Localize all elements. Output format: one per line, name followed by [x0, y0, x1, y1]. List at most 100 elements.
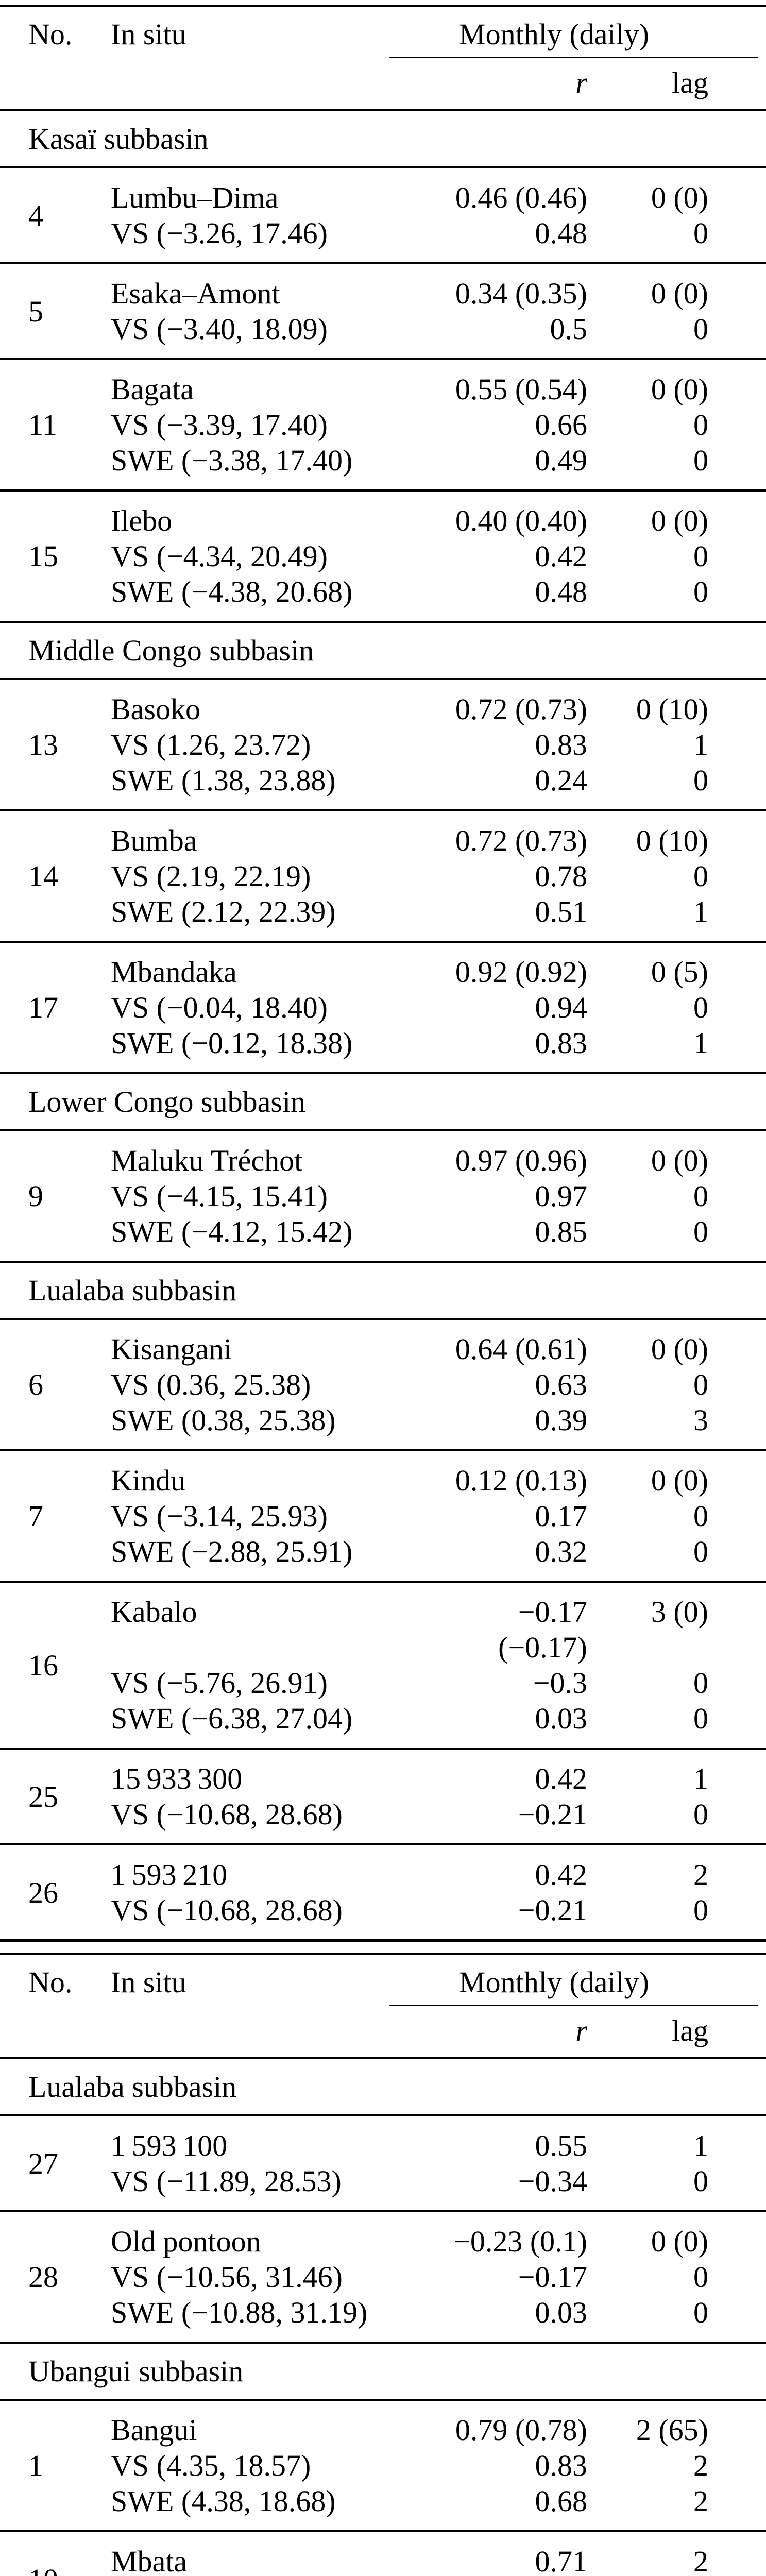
station-number: 28 — [28, 2260, 58, 2294]
lag-value: 0 — [693, 312, 708, 346]
station-label: VS (−5.76, 26.91) — [111, 1666, 328, 1700]
r-value: 0.34 (0.35) — [455, 277, 587, 310]
lag-value: 0 — [693, 444, 708, 477]
lag-value: 3 — [693, 1403, 708, 1437]
station-label: VS (−3.39, 17.40) — [111, 408, 328, 442]
station-lines: Maluku Tréchot 0.97 (0.96) 0 (0) VS (−4.15,… — [111, 1143, 708, 1249]
r-value: 0.39 — [535, 1403, 588, 1437]
station-lines: Kindu 0.12 (0.13) 0 (0) VS (−3.14, 25.93) 0.… — [111, 1463, 708, 1569]
lag-value: 0 — [693, 1702, 708, 1735]
lag-value: 3 (0) — [651, 1595, 708, 1629]
station-line: SWE (−10.88, 31.19) 0.03 0 — [111, 2295, 708, 2330]
table-header: No. In situ Monthly (daily) r lag — [0, 7, 766, 109]
r-value: 0.49 — [535, 444, 588, 477]
station-label: VS (−3.40, 18.09) — [111, 312, 328, 346]
row-divider — [0, 1449, 766, 1451]
station-line: SWE (1.38, 23.88) 0.24 0 — [111, 762, 708, 798]
table-body: Kasaï subbasin 4 Lumbu–Dima 0.46 (0.46) 0 (0… — [0, 111, 766, 1939]
lag-value: 0 — [693, 1798, 708, 1831]
subbasin-heading: Lualaba subbasin — [28, 2070, 237, 2104]
station-lines: 1 593 100 0.55 1 VS (−11.89, 28.53) −0.34 0 — [111, 2128, 708, 2199]
r-value: 0.42 — [535, 539, 588, 573]
station-number: 27 — [28, 2146, 58, 2180]
station-label: 1 593 210 — [111, 1858, 228, 1891]
station-label: Maluku Tréchot — [111, 1144, 303, 1177]
col-header-no: No. — [28, 1965, 73, 1999]
r-value: 0.71 — [535, 2545, 588, 2576]
lag-value: 0 (0) — [651, 1464, 708, 1497]
station-lines: 15 933 300 0.42 1 VS (−10.68, 28.68) −0.21 0 — [111, 1761, 708, 1832]
r-value: −0.34 — [518, 2164, 587, 2198]
row-divider — [0, 1748, 766, 1750]
station-number: 14 — [28, 859, 58, 893]
station-label: Bumba — [111, 824, 197, 857]
r-value: −0.17 — [518, 2260, 587, 2294]
station-line: Lumbu–Dima 0.46 (0.46) 0 (0) — [111, 180, 708, 215]
row-divider — [0, 1261, 766, 1263]
row-divider — [0, 358, 766, 360]
row-divider — [0, 941, 766, 943]
row-divider — [0, 2530, 766, 2532]
lag-value: 2 — [693, 1858, 708, 1891]
station-line: SWE (−4.38, 20.68) 0.48 0 — [111, 574, 708, 609]
col-header-insitu: In situ — [111, 1965, 186, 1999]
station-group: 26 1 593 210 0.42 2 VS (−10.68, 28.68) −0.21 0 — [0, 1845, 766, 1939]
station-line: Esaka–Amont 0.34 (0.35) 0 (0) — [111, 276, 708, 311]
r-value: 0.03 — [535, 1702, 588, 1735]
station-lines: Basoko 0.72 (0.73) 0 (10) VS (1.26, 23.72) 0… — [111, 691, 708, 798]
station-label: VS (−4.15, 15.41) — [111, 1179, 328, 1213]
lag-value: 0 — [693, 991, 708, 1024]
station-line: Old pontoon −0.23 (0.1) 0 (0) — [111, 2224, 708, 2259]
section-rule — [0, 678, 766, 680]
lag-value: 0 — [693, 1179, 708, 1213]
station-lines: Kisangani 0.64 (0.61) 0 (0) VS (0.36, 25.38… — [111, 1331, 708, 1438]
station-number: 9 — [28, 1179, 43, 1213]
station-lines: Old pontoon −0.23 (0.1) 0 (0) VS (−10.56, 3… — [111, 2224, 708, 2330]
station-line: SWE (−0.12, 18.38) 0.83 1 — [111, 1025, 708, 1061]
row-divider — [0, 2342, 766, 2344]
station-group: 28 Old pontoon −0.23 (0.1) 0 (0) VS (−10.56,… — [0, 2212, 766, 2342]
r-value: 0.72 (0.73) — [455, 692, 587, 726]
station-number: 13 — [28, 728, 58, 761]
r-value: 0.32 — [535, 1535, 588, 1568]
row-divider — [0, 1581, 766, 1583]
r-value: 0.03 — [535, 2296, 588, 2329]
lag-value: 0 — [693, 1893, 708, 1927]
r-value: 0.83 — [535, 2449, 588, 2482]
station-line: VS (−4.34, 20.49) 0.42 0 — [111, 538, 708, 574]
col-header-no: No. — [28, 18, 73, 51]
r-value: 0.83 — [535, 728, 588, 761]
station-line: SWE (2.12, 22.39) 0.51 1 — [111, 894, 708, 929]
subbasin-heading: Middle Congo subbasin — [28, 634, 314, 667]
r-value: 0.63 — [535, 1368, 588, 1401]
lag-value: 0 — [693, 2164, 708, 2198]
station-label: VS (−0.04, 18.40) — [111, 991, 328, 1024]
lag-value: 0 — [693, 859, 708, 893]
col-header-lag: lag — [672, 2014, 708, 2047]
row-divider — [0, 262, 766, 264]
col-header-r: r — [575, 2014, 587, 2047]
station-group: 11 Bagata 0.55 (0.54) 0 (0) VS (−3.39, 17.40… — [0, 360, 766, 489]
lag-value: 0 (0) — [651, 504, 708, 537]
subbasin-heading: Ubangui subbasin — [28, 2354, 244, 2388]
row-divider — [0, 1843, 766, 1845]
station-label: SWE (2.12, 22.39) — [111, 895, 336, 928]
header-bottom-rule — [0, 2057, 766, 2059]
lag-value: 0 (0) — [651, 2225, 708, 2258]
station-line: Ilebo 0.40 (0.40) 0 (0) — [111, 503, 708, 538]
station-number: 10 — [28, 2562, 111, 2576]
r-value: 0.55 (0.54) — [455, 372, 587, 406]
station-label: Mbandaka — [111, 955, 237, 989]
r-value: 0.72 (0.73) — [455, 824, 587, 857]
station-label: VS (−3.26, 17.46) — [111, 216, 328, 250]
station-label: SWE (−4.38, 20.68) — [111, 575, 353, 608]
lag-value: 0 — [693, 575, 708, 608]
table-header: No. In situ Monthly (daily) r lag — [0, 1955, 766, 2057]
lag-value: 0 — [693, 539, 708, 573]
r-value: 0.48 — [535, 216, 588, 250]
lag-value: 2 — [693, 2449, 708, 2482]
station-label: Kabalo — [111, 1595, 197, 1629]
r-value: 0.42 — [535, 1858, 588, 1891]
